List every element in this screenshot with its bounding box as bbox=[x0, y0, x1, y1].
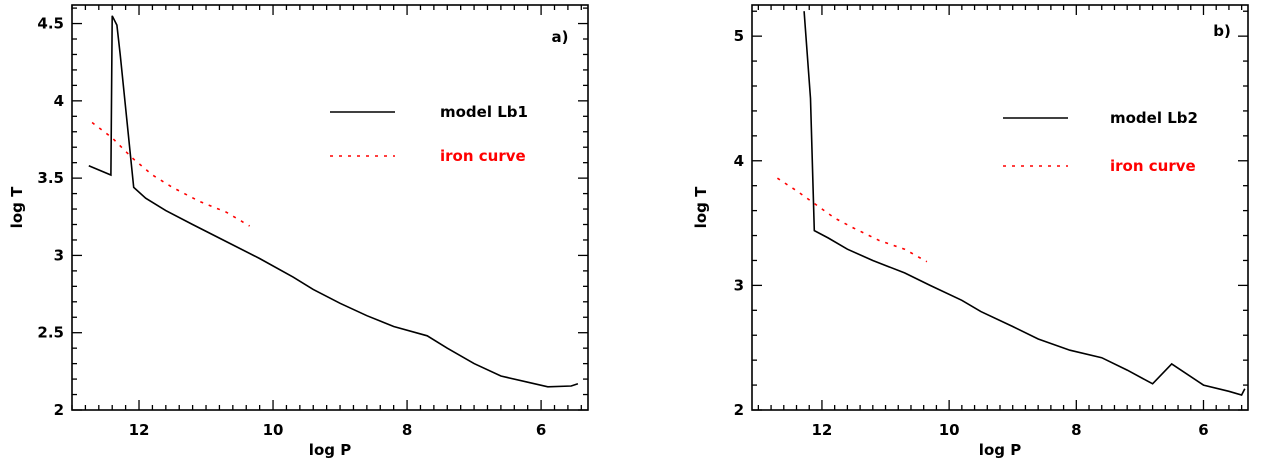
legend-label: model Lb1 bbox=[440, 103, 528, 121]
x-axis-label: log P bbox=[979, 441, 1021, 459]
plot-frame bbox=[71, 4, 589, 411]
legend-label: iron curve bbox=[1110, 157, 1196, 175]
y-tick-label: 3 bbox=[54, 246, 64, 264]
x-tick-label: 8 bbox=[1071, 421, 1081, 439]
x-tick-label: 6 bbox=[1198, 421, 1208, 439]
legend-label: model Lb2 bbox=[1110, 109, 1198, 127]
y-tick-label: 4.5 bbox=[37, 15, 64, 33]
series-line-iron-curve bbox=[776, 177, 928, 263]
x-tick-label: 6 bbox=[536, 421, 546, 439]
y-tick-label: 2 bbox=[54, 401, 64, 419]
y-tick-label: 4 bbox=[54, 92, 64, 110]
y-axis-label: log T bbox=[692, 186, 710, 228]
x-tick-label: 10 bbox=[263, 421, 284, 439]
y-tick-label: 3 bbox=[734, 276, 744, 294]
x-tick-label: 10 bbox=[939, 421, 960, 439]
x-tick-label: 12 bbox=[812, 421, 833, 439]
y-axis-label: log T bbox=[8, 186, 26, 228]
panel-label: b) bbox=[1213, 22, 1231, 40]
panel-label: a) bbox=[552, 28, 569, 46]
panel-b: 12 10 8 6 2 3 4 5 log P log T b) model Lb2 iron curv… bbox=[692, 4, 1249, 459]
x-tick-label: 8 bbox=[402, 421, 412, 439]
x-axis-label: log P bbox=[309, 441, 351, 459]
y-tick-label: 2.5 bbox=[37, 324, 64, 342]
series-line-iron-curve bbox=[91, 121, 251, 227]
panel-a: 12 10 8 6 2 2.5 3 3.5 4 4.5 log P log T a) model Lb1 i… bbox=[8, 4, 589, 459]
series-line-model bbox=[803, 11, 1246, 396]
x-tick-label: 12 bbox=[129, 421, 150, 439]
y-tick-label: 4 bbox=[734, 152, 744, 170]
plot-frame bbox=[751, 4, 1249, 411]
y-tick-label: 5 bbox=[734, 27, 744, 45]
series-line-model bbox=[88, 15, 579, 388]
y-tick-label: 2 bbox=[734, 401, 744, 419]
legend-label: iron curve bbox=[440, 147, 526, 165]
y-tick-label: 3.5 bbox=[37, 169, 64, 187]
